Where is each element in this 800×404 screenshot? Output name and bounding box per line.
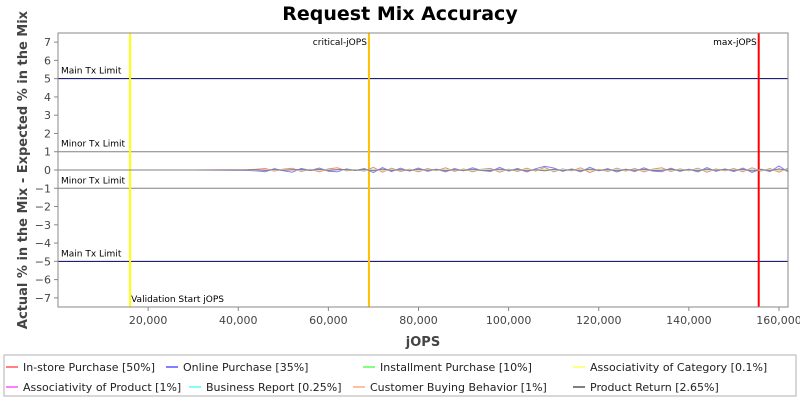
legend-label: Business Report [0.25%] xyxy=(206,381,342,394)
x-tick-label: 60,000 xyxy=(309,314,348,327)
limit-label: Main Tx Limit xyxy=(61,249,122,259)
y-axis-ticks: 7 6 5 4 3 2 1 0 −1 −2 −3 −4 −5 −6 −7 xyxy=(35,36,58,305)
marker-label: Validation Start jOPS xyxy=(131,295,224,305)
y-tick-label: 4 xyxy=(44,91,51,104)
y-tick-label: 6 xyxy=(44,54,51,67)
x-tick-label: 160,000 xyxy=(756,314,800,327)
x-axis-label: jOPS xyxy=(405,335,440,350)
limit-label: Main Tx Limit xyxy=(61,67,122,77)
x-tick-label: 100,000 xyxy=(486,314,532,327)
limit-label: Minor Tx Limit xyxy=(61,176,126,186)
y-tick-label: 5 xyxy=(44,73,51,86)
y-tick-label: −4 xyxy=(35,237,51,250)
x-axis-ticks: 20,000 40,000 60,000 80,000 100,000 120,000 14… xyxy=(129,307,800,327)
y-tick-label: 7 xyxy=(44,36,51,49)
x-tick-label: 140,000 xyxy=(666,314,712,327)
legend-label: Product Return [2.65%] xyxy=(590,381,719,394)
y-tick-label: −2 xyxy=(35,201,51,214)
chart-title: Request Mix Accuracy xyxy=(282,3,518,25)
y-axis-label: Actual % in the Mix - Expected % in the … xyxy=(16,10,31,329)
y-tick-label: 2 xyxy=(44,127,51,140)
x-tick-label: 20,000 xyxy=(129,314,168,327)
y-tick-label: −7 xyxy=(35,292,51,305)
x-tick-label: 120,000 xyxy=(576,314,622,327)
marker-label: max-jOPS xyxy=(713,38,757,48)
y-tick-label: −3 xyxy=(35,219,51,232)
y-tick-label: 0 xyxy=(44,164,51,177)
legend-label: Customer Buying Behavior [1%] xyxy=(370,381,547,394)
x-tick-label: 40,000 xyxy=(219,314,258,327)
legend-label: In-store Purchase [50%] xyxy=(23,361,155,374)
y-tick-label: 3 xyxy=(44,109,51,122)
marker-label: critical-jOPS xyxy=(313,38,367,48)
y-tick-label: −1 xyxy=(35,182,51,195)
y-tick-label: 1 xyxy=(44,146,51,159)
legend-label: Online Purchase [35%] xyxy=(183,361,308,374)
legend-label: Associativity of Product [1%] xyxy=(23,381,181,394)
x-tick-label: 80,000 xyxy=(399,314,438,327)
y-tick-label: −5 xyxy=(35,255,51,268)
legend-label: Installment Purchase [10%] xyxy=(380,361,532,374)
legend-label: Associativity of Category [0.1%] xyxy=(590,361,767,374)
y-tick-label: −6 xyxy=(35,274,51,287)
limit-label: Minor Tx Limit xyxy=(61,140,126,150)
